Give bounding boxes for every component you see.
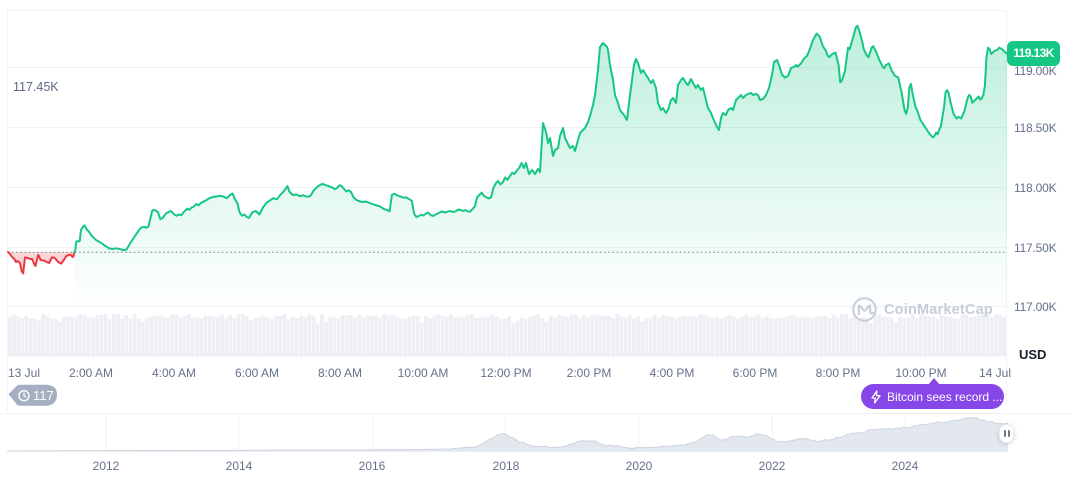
svg-text:117: 117 <box>33 388 54 403</box>
